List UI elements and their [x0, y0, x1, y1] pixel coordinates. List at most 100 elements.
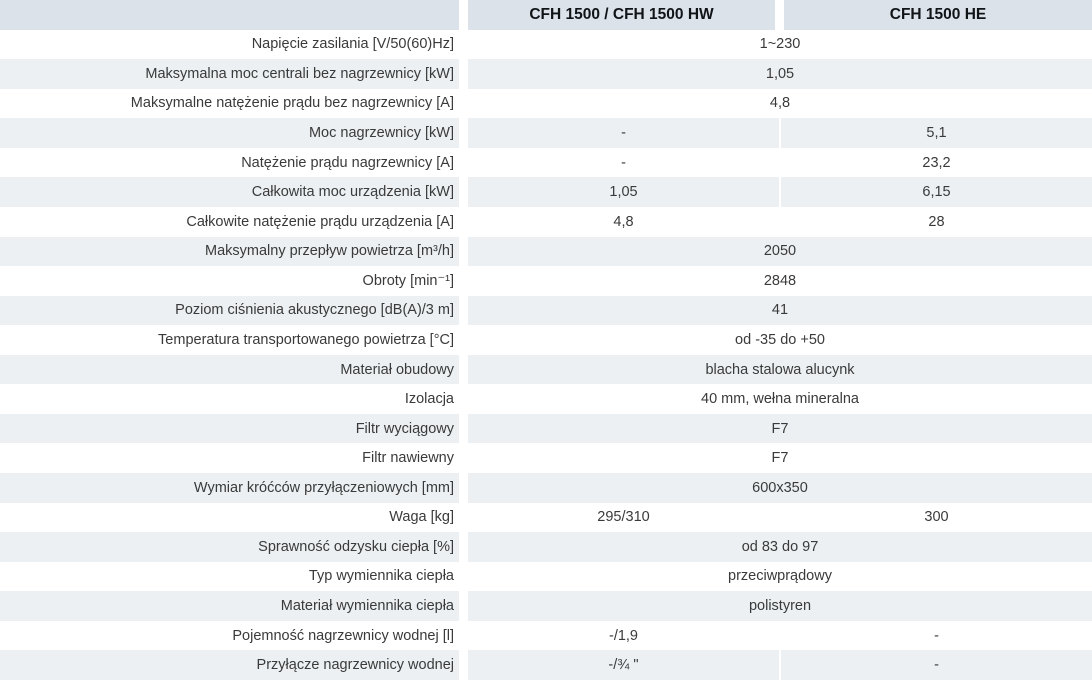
value-cfh-1500-hw: 1,05	[468, 177, 779, 207]
column-divider	[459, 620, 468, 651]
table-header-row: CFH 1500 / CFH 1500 HW CFH 1500 HE	[0, 0, 1092, 30]
row-label: Materiał obudowy	[0, 354, 459, 385]
column-divider	[459, 473, 468, 503]
column-divider	[779, 650, 781, 680]
table-row: Materiał wymiennika ciepła polistyren	[0, 591, 1092, 621]
table-row: Filtr wyciągowy F7	[0, 413, 1092, 444]
value-both-models: F7	[468, 443, 1092, 473]
table-row: Sprawność odzysku ciepła [%] od 83 do 97	[0, 532, 1092, 562]
value-cfh-1500-hw: 295/310	[468, 502, 779, 533]
row-label: Poziom ciśnienia akustycznego [dB(A)/3 m…	[0, 295, 459, 326]
row-label: Maksymalne natężenie prądu bez nagrzewni…	[0, 88, 459, 119]
table-row: Maksymalna moc centrali bez nagrzewnicy …	[0, 59, 1092, 89]
value-both-models: 1,05	[468, 59, 1092, 89]
column-divider	[459, 236, 468, 267]
row-label: Sprawność odzysku ciepła [%]	[0, 532, 459, 562]
column-divider	[459, 177, 468, 207]
row-label: Moc nagrzewnicy [kW]	[0, 118, 459, 148]
table-row: Przyłącze nagrzewnicy wodnej -/¾ " -	[0, 650, 1092, 680]
value-cfh-1500-hw: -	[468, 118, 779, 148]
value-cfh-1500-he: -	[781, 620, 1092, 651]
value-both-models: 41	[468, 295, 1092, 326]
header-empty-cell	[0, 0, 459, 30]
row-label: Typ wymiennika ciepła	[0, 561, 459, 592]
table-row: Maksymalne natężenie prądu bez nagrzewni…	[0, 88, 1092, 119]
column-divider	[459, 502, 468, 533]
column-divider	[779, 177, 781, 207]
value-cfh-1500-hw: -/¾ "	[468, 650, 779, 680]
table-row: Pojemność nagrzewnicy wodnej [l] -/1,9-	[0, 620, 1092, 651]
value-both-models: blacha stalowa alucynk	[468, 354, 1092, 385]
column-divider	[459, 354, 468, 385]
column-divider	[459, 325, 468, 355]
column-header-cfh-1500-he: CFH 1500 HE	[784, 0, 1092, 30]
row-label: Izolacja	[0, 384, 459, 414]
column-divider	[459, 0, 468, 30]
column-divider	[779, 206, 781, 237]
row-label: Temperatura transportowanego powietrza […	[0, 325, 459, 355]
column-divider	[459, 29, 468, 60]
column-divider	[775, 0, 784, 30]
table-row: Temperatura transportowanego powietrza […	[0, 325, 1092, 355]
value-cfh-1500-he: 28	[781, 206, 1092, 237]
column-divider	[459, 561, 468, 592]
column-divider	[779, 502, 781, 533]
value-both-models: od -35 do +50	[468, 325, 1092, 355]
column-divider	[779, 620, 781, 651]
value-both-models: przeciwprądowy	[468, 561, 1092, 592]
column-divider	[459, 650, 468, 680]
row-label: Wymiar króćców przyłączeniowych [mm]	[0, 473, 459, 503]
value-cfh-1500-he: -	[781, 650, 1092, 680]
column-divider	[459, 118, 468, 148]
table-row: Napięcie zasilania [V/50(60)Hz] 1~230	[0, 29, 1092, 60]
table-row: Obroty [min⁻¹] 2848	[0, 266, 1092, 296]
value-cfh-1500-he: 6,15	[781, 177, 1092, 207]
table-row: Maksymalny przepływ powietrza [m³/h] 2050	[0, 236, 1092, 267]
column-divider	[779, 118, 781, 148]
value-cfh-1500-hw: -	[468, 147, 779, 178]
column-divider	[459, 443, 468, 473]
value-both-models: F7	[468, 413, 1092, 444]
table-row: Całkowita moc urządzenia [kW] 1,05 6,15	[0, 177, 1092, 207]
value-both-models: od 83 do 97	[468, 532, 1092, 562]
column-divider	[459, 532, 468, 562]
column-divider	[459, 206, 468, 237]
value-both-models: 4,8	[468, 88, 1092, 119]
row-label: Przyłącze nagrzewnicy wodnej	[0, 650, 459, 680]
table-row: Filtr nawiewny F7	[0, 443, 1092, 473]
table-row: Typ wymiennika ciepła przeciwprądowy	[0, 561, 1092, 592]
table-row: Natężenie prądu nagrzewnicy [A] -23,2	[0, 147, 1092, 178]
table-row: Waga [kg] 295/310 300	[0, 502, 1092, 533]
column-divider	[459, 413, 468, 444]
row-label: Napięcie zasilania [V/50(60)Hz]	[0, 29, 459, 60]
table-row: Moc nagrzewnicy [kW] -5,1	[0, 118, 1092, 148]
column-divider	[459, 147, 468, 178]
value-both-models: 40 mm, wełna mineralna	[468, 384, 1092, 414]
value-both-models: 2050	[468, 236, 1092, 267]
row-label: Maksymalna moc centrali bez nagrzewnicy …	[0, 59, 459, 89]
row-label: Natężenie prądu nagrzewnicy [A]	[0, 147, 459, 178]
row-label: Całkowite natężenie prądu urządzenia [A]	[0, 206, 459, 237]
value-cfh-1500-hw: 4,8	[468, 206, 779, 237]
row-label: Materiał wymiennika ciepła	[0, 591, 459, 621]
row-label: Filtr nawiewny	[0, 443, 459, 473]
value-cfh-1500-he: 5,1	[781, 118, 1092, 148]
value-both-models: polistyren	[468, 591, 1092, 621]
row-label: Pojemność nagrzewnicy wodnej [l]	[0, 620, 459, 651]
value-cfh-1500-he: 300	[781, 502, 1092, 533]
column-divider	[779, 147, 781, 178]
table-row: Izolacja 40 mm, wełna mineralna	[0, 384, 1092, 414]
column-divider	[459, 295, 468, 326]
row-label: Waga [kg]	[0, 502, 459, 533]
value-cfh-1500-hw: -/1,9	[468, 620, 779, 651]
value-both-models: 600x350	[468, 473, 1092, 503]
column-divider	[459, 59, 468, 89]
column-divider	[459, 266, 468, 296]
value-both-models: 1~230	[468, 29, 1092, 60]
row-label: Całkowita moc urządzenia [kW]	[0, 177, 459, 207]
column-divider	[459, 384, 468, 414]
column-header-cfh-1500-hw: CFH 1500 / CFH 1500 HW	[468, 0, 775, 30]
row-label: Maksymalny przepływ powietrza [m³/h]	[0, 236, 459, 267]
column-divider	[459, 591, 468, 621]
